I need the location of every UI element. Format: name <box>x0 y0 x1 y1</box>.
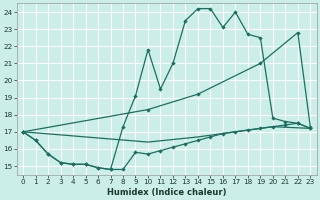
X-axis label: Humidex (Indice chaleur): Humidex (Indice chaleur) <box>107 188 227 197</box>
